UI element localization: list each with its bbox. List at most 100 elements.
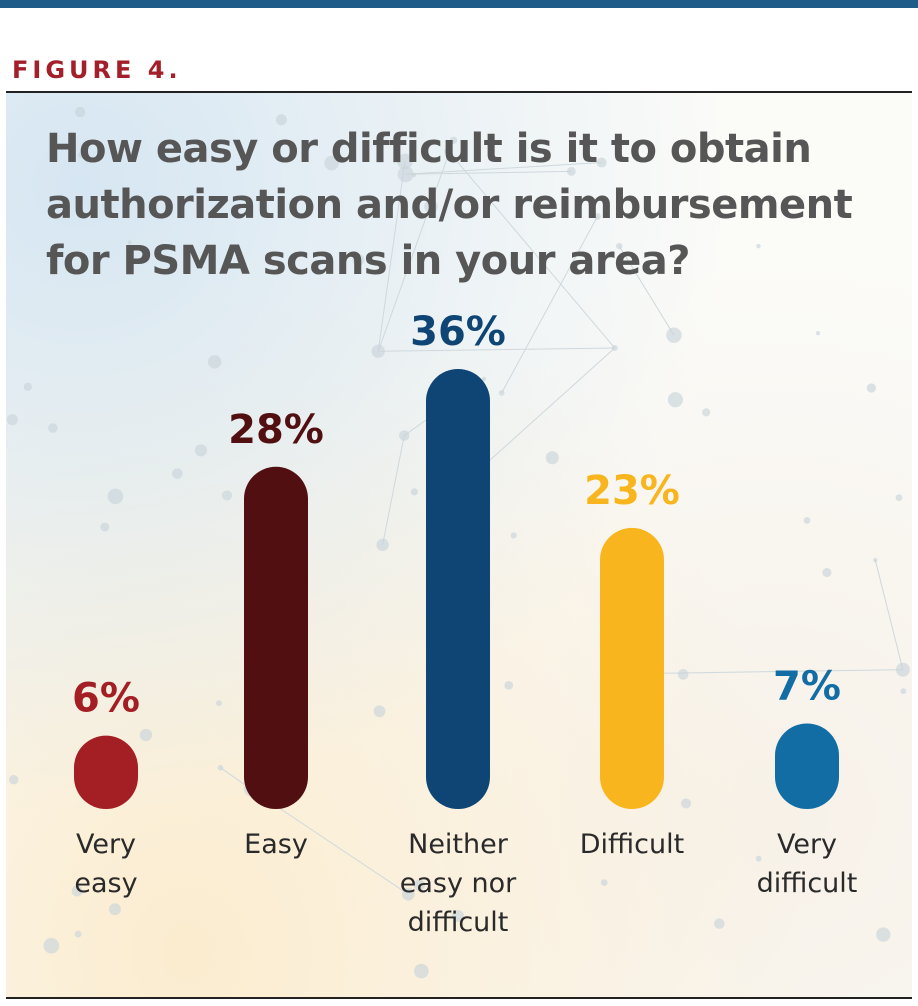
- bar-chart: 6% Very easy 28% Easy 36% Neither easy nor diffi…: [72, 309, 858, 938]
- network-node: [900, 688, 907, 695]
- network-node: [352, 254, 365, 266]
- network-node: [71, 885, 83, 897]
- network-line: [618, 245, 675, 336]
- network-node: [410, 488, 418, 496]
- chart-title: How easy or difficult is it to obtain au…: [46, 126, 853, 284]
- network-line: [377, 140, 455, 352]
- network-node: [371, 344, 385, 358]
- network-node: [451, 909, 465, 923]
- network-node: [895, 662, 910, 677]
- network-line: [501, 216, 598, 394]
- network-node: [216, 700, 222, 707]
- network-node: [275, 114, 288, 126]
- category-label: Difficult: [580, 829, 684, 860]
- network-node: [401, 887, 415, 901]
- category-label: Very: [777, 829, 837, 860]
- bar: [600, 527, 664, 809]
- network-node: [172, 468, 183, 479]
- value-label: 36%: [410, 309, 506, 355]
- network-line: [874, 559, 904, 670]
- network-node: [702, 408, 711, 417]
- network-node: [677, 669, 689, 680]
- top-rule: [0, 0, 918, 8]
- network-line: [382, 435, 405, 545]
- network-node: [398, 430, 410, 441]
- network-node: [77, 151, 85, 159]
- network-node: [873, 557, 878, 563]
- network-node: [413, 879, 425, 891]
- network-node: [594, 213, 601, 220]
- network-node: [222, 490, 233, 501]
- network-node: [6, 414, 18, 426]
- network-node: [414, 963, 429, 979]
- network-node: [755, 855, 762, 862]
- network-node: [397, 153, 413, 170]
- category-label: Very: [76, 829, 136, 860]
- category-label: easy nor: [400, 868, 517, 899]
- network-node: [376, 538, 389, 552]
- network-node: [681, 798, 692, 809]
- network-node: [107, 488, 124, 505]
- network-node: [566, 166, 576, 176]
- figure-label: FIGURE 4.: [12, 56, 182, 84]
- network-node: [510, 532, 517, 539]
- network-node: [803, 516, 811, 524]
- network-node: [48, 423, 58, 433]
- bar: [244, 466, 308, 809]
- bar: [426, 369, 490, 809]
- value-label: 23%: [584, 468, 680, 514]
- network-node: [822, 568, 832, 578]
- network-node: [498, 390, 505, 396]
- network-node: [373, 705, 386, 718]
- category-label: Easy: [244, 829, 308, 860]
- network-node: [876, 927, 891, 942]
- network-node: [611, 344, 618, 352]
- network-node: [616, 242, 623, 250]
- network-node: [666, 327, 682, 343]
- network-node: [756, 243, 761, 249]
- network-node: [108, 903, 121, 916]
- network-node: [714, 918, 725, 929]
- network-line: [378, 347, 615, 352]
- network-node: [815, 330, 821, 336]
- network-node: [139, 728, 153, 742]
- network-node: [895, 494, 903, 502]
- network-node: [397, 166, 414, 183]
- network-node: [596, 157, 607, 168]
- network-node: [23, 382, 32, 392]
- network-node: [194, 444, 208, 457]
- value-label: 6%: [72, 676, 140, 722]
- network-node: [600, 879, 608, 886]
- network-node: [74, 930, 82, 938]
- category-label: difficult: [757, 868, 858, 899]
- category-label: easy: [74, 868, 137, 899]
- network-node: [324, 155, 339, 171]
- network-node: [481, 376, 487, 382]
- network-line: [405, 162, 602, 175]
- network-line: [405, 170, 572, 175]
- network-node: [100, 522, 110, 532]
- network-line: [377, 161, 406, 352]
- network-node: [424, 199, 438, 214]
- category-label: difficult: [408, 907, 509, 938]
- network-background: [6, 106, 910, 979]
- network-node: [449, 136, 458, 144]
- network-line: [655, 669, 903, 674]
- network-node: [74, 106, 86, 118]
- bar: [74, 735, 138, 809]
- network-node: [667, 392, 683, 408]
- network-node: [127, 240, 132, 245]
- value-label: 28%: [228, 407, 324, 453]
- network-node: [866, 383, 877, 393]
- chart-panel: How easy or difficult is it to obtain au…: [6, 91, 912, 999]
- network-node: [8, 775, 19, 785]
- network-node: [444, 147, 453, 156]
- network-node: [207, 355, 222, 369]
- category-label: Neither: [408, 829, 509, 860]
- bar: [775, 723, 839, 809]
- network-node: [545, 451, 559, 465]
- network-line: [448, 150, 616, 349]
- value-label: 7%: [773, 663, 841, 709]
- network-node: [217, 764, 224, 771]
- network-node: [504, 680, 514, 690]
